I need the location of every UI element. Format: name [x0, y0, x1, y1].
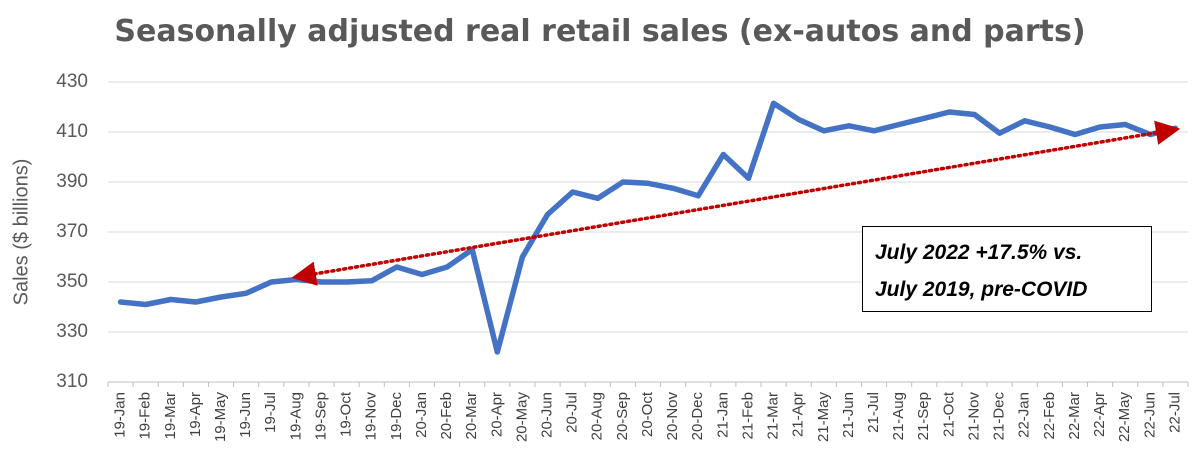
x-tick-label: 22-May [1116, 392, 1133, 443]
x-tick-label: 19-Mar [162, 392, 179, 440]
data-point [821, 128, 827, 134]
data-point [670, 185, 676, 191]
trend-arrow [291, 120, 1181, 286]
data-point [143, 302, 149, 307]
x-tick-label: 21-Nov [965, 392, 982, 441]
annotation-line-2: July 2019, pre-COVID [875, 278, 1088, 301]
data-point [519, 254, 525, 260]
data-point [344, 279, 350, 285]
x-tick-label: 19-Feb [137, 392, 154, 440]
y-tick-label: 430 [56, 71, 88, 92]
data-point [193, 299, 199, 305]
x-tick-label: 20-May [513, 392, 530, 443]
y-tick-label: 310 [56, 371, 88, 392]
x-tick-label: 22-Jan [1016, 392, 1033, 438]
x-tick-label: 21-Aug [890, 392, 907, 440]
data-point [268, 279, 274, 285]
data-point [871, 128, 877, 134]
data-point [318, 279, 324, 285]
x-tick-label: 19-Dec [388, 392, 405, 441]
x-tick-label: 19-Jan [112, 392, 129, 438]
data-point [1122, 122, 1128, 127]
x-tick-label: 19-Jun [237, 392, 254, 438]
x-tick-label: 20-Feb [438, 392, 455, 440]
data-point [1097, 124, 1103, 130]
y-axis-label: Sales ($ billions) [10, 159, 32, 306]
data-point [218, 294, 224, 300]
data-point [545, 212, 551, 217]
x-tick-label: 19-Nov [363, 392, 380, 441]
data-point [846, 123, 852, 129]
y-tick-label: 330 [56, 321, 88, 342]
data-point [243, 290, 249, 296]
x-tick-label: 22-Jun [1141, 392, 1158, 438]
x-tick-label: 21-Dec [991, 392, 1008, 441]
data-point [921, 115, 927, 121]
trend-arrow-layer [291, 120, 1181, 286]
annotation-box: July 2022 +17.5% vs. July 2019, pre-COVI… [862, 226, 1152, 312]
data-point [444, 264, 450, 270]
data-point [394, 264, 400, 270]
x-tick-label: 22-Mar [1066, 392, 1083, 440]
x-tick-label: 20-Nov [664, 392, 681, 441]
x-tick-label: 21-Jun [840, 392, 857, 438]
data-point [997, 130, 1003, 136]
x-tick-label: 20-Apr [488, 392, 505, 437]
chart-title: Seasonally adjusted real retail sales (e… [114, 14, 1086, 49]
y-axis: 310 330 350 370 390 410 430 [56, 71, 88, 392]
x-tick-label: 21-May [815, 392, 832, 443]
x-tick-label: 20-Dec [689, 392, 706, 441]
x-tick-label: 19-Sep [312, 392, 329, 440]
x-tick-label: 21-Sep [915, 392, 932, 440]
x-tick-label: 20-Oct [639, 391, 656, 437]
y-tick-label: 410 [56, 121, 88, 142]
x-tick-label: 20-Jan [413, 392, 430, 438]
data-point [419, 272, 425, 277]
data-point [1072, 132, 1078, 137]
x-tick-label: 21-Feb [739, 392, 756, 440]
data-point [946, 109, 952, 115]
data-point [896, 122, 902, 127]
data-point [570, 189, 576, 195]
data-point [1047, 124, 1053, 130]
data-point [695, 193, 701, 199]
y-tick-label: 370 [56, 221, 88, 242]
data-point [972, 112, 978, 117]
x-tick-label: 21-Apr [790, 392, 807, 437]
x-tick-label: 20-Aug [589, 392, 606, 440]
x-tick-label: 20-Jun [539, 392, 556, 438]
data-point [595, 195, 601, 201]
data-point [369, 278, 375, 284]
x-tick-label: 21-Jul [865, 392, 882, 433]
data-point [620, 179, 626, 185]
x-tick-label: 20-Jul [564, 392, 581, 433]
x-tick-label: 19-Oct [338, 391, 355, 437]
data-point [1022, 118, 1028, 124]
data-point [771, 100, 777, 106]
x-tick-label: 21-Mar [765, 392, 782, 440]
x-tick-label: 20-Sep [614, 392, 631, 440]
data-point [796, 117, 802, 122]
x-tick-label: 22-Apr [1091, 392, 1108, 437]
x-tick-label: 19-Jul [262, 392, 279, 433]
x-tick-label: 20-Mar [463, 392, 480, 440]
x-tick-label: 21-Jan [714, 392, 731, 438]
data-point [118, 299, 124, 305]
data-point [645, 180, 651, 186]
annotation-line-1: July 2022 +17.5% vs. [875, 241, 1083, 264]
x-axis: 19-Jan 19-Feb 19-Mar 19-Apr 19-May 19-Jun 19-J… [107, 382, 1189, 443]
y-tick-label: 390 [56, 171, 88, 192]
x-tick-label: 22-Feb [1041, 392, 1058, 440]
x-tick-label: 22-Jul [1166, 392, 1183, 433]
x-tick-label: 21-Oct [940, 391, 957, 437]
x-tick-label: 19-May [212, 392, 229, 443]
data-point [745, 175, 751, 181]
data-point [168, 297, 174, 302]
x-tick-label: 19-Aug [287, 392, 304, 440]
x-tick-label: 19-Apr [187, 392, 204, 437]
data-point [720, 152, 726, 157]
data-point [494, 349, 500, 355]
y-tick-label: 350 [56, 271, 88, 292]
